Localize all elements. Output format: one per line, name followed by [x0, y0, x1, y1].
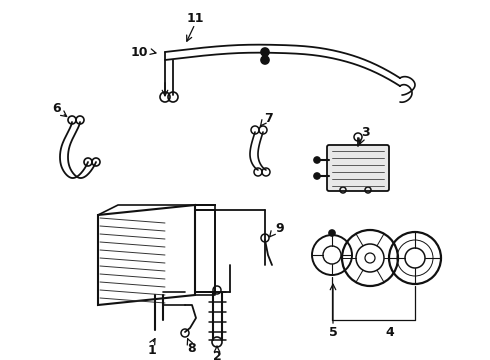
Text: 8: 8: [188, 342, 196, 355]
Circle shape: [261, 48, 269, 56]
Circle shape: [314, 173, 320, 179]
Text: 4: 4: [386, 325, 394, 338]
Text: 10: 10: [130, 45, 148, 58]
Text: 6: 6: [53, 102, 61, 114]
Circle shape: [261, 56, 269, 64]
Text: 9: 9: [276, 221, 284, 234]
Text: 11: 11: [186, 12, 204, 24]
Circle shape: [329, 230, 335, 236]
Text: 7: 7: [264, 112, 272, 125]
Text: 1: 1: [147, 343, 156, 356]
Text: 2: 2: [213, 350, 221, 360]
Text: 5: 5: [329, 325, 338, 338]
FancyBboxPatch shape: [327, 145, 389, 191]
Text: 3: 3: [361, 126, 369, 139]
Circle shape: [314, 157, 320, 163]
